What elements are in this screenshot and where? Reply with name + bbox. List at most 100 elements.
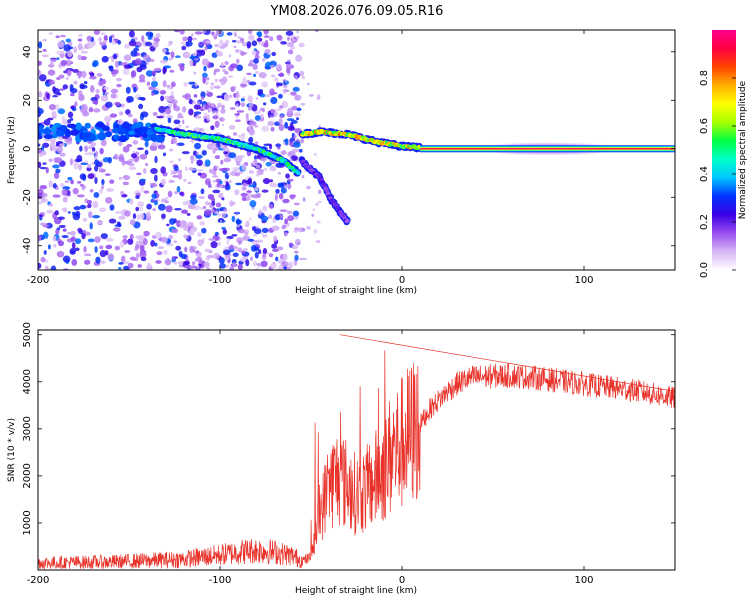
noise-blob xyxy=(140,256,147,262)
noise-blob xyxy=(229,266,235,270)
noise-blob xyxy=(313,228,317,234)
noise-blob xyxy=(45,222,53,229)
noise-blob xyxy=(248,184,257,188)
noise-blob xyxy=(176,142,179,146)
trace-core xyxy=(296,171,301,175)
noise-blob xyxy=(302,197,306,202)
noise-blob xyxy=(218,241,221,246)
noise-blob xyxy=(194,142,202,150)
noise-blob xyxy=(197,172,202,176)
noise-blob xyxy=(283,233,287,236)
noise-blob xyxy=(88,211,93,219)
noise-blob xyxy=(240,102,246,107)
noise-blob xyxy=(276,82,284,87)
noise-blob xyxy=(250,123,255,128)
noise-blob xyxy=(152,112,158,116)
y-tick-label: -40 xyxy=(22,238,33,254)
noise-blob xyxy=(181,261,184,266)
noise-blob xyxy=(100,32,106,36)
noise-blob xyxy=(91,147,96,152)
noise-blob xyxy=(129,198,134,205)
noise-blob xyxy=(83,245,87,253)
noise-blob xyxy=(206,90,210,94)
noise-blob xyxy=(151,193,158,199)
noise-blob xyxy=(253,246,259,252)
noise-blob xyxy=(285,30,294,36)
noise-blob xyxy=(235,40,243,44)
noise-blob xyxy=(154,242,158,247)
noise-blob xyxy=(57,108,66,115)
noise-blob xyxy=(73,162,80,170)
noise-blob xyxy=(135,252,140,259)
noise-blob xyxy=(248,81,257,86)
noise-blob xyxy=(292,210,300,217)
noise-blob xyxy=(152,76,156,82)
noise-blob xyxy=(248,217,252,221)
noise-blob xyxy=(287,49,294,55)
noise-blob xyxy=(262,253,266,258)
noise-blob xyxy=(52,94,59,98)
noise-blob xyxy=(191,33,194,37)
noise-blob xyxy=(185,51,191,56)
noise-blob xyxy=(230,63,238,69)
noise-blob xyxy=(215,202,222,208)
noise-blob xyxy=(238,134,241,138)
noise-blob xyxy=(261,81,269,88)
noise-blob xyxy=(120,103,125,108)
noise-blob xyxy=(246,72,252,76)
y-tick-label: 3000 xyxy=(22,416,33,441)
noise-blob xyxy=(262,248,268,255)
noise-blob xyxy=(195,250,200,254)
noise-blob xyxy=(107,253,115,261)
noise-blob xyxy=(94,165,99,172)
noise-blob xyxy=(223,157,232,163)
noise-blob xyxy=(43,198,48,203)
noise-blob xyxy=(124,43,131,49)
noise-blob xyxy=(170,81,176,88)
noise-blob xyxy=(245,259,250,267)
noise-blob xyxy=(58,250,64,257)
noise-blob xyxy=(255,71,259,74)
noise-blob xyxy=(241,196,247,202)
noise-blob xyxy=(55,228,60,235)
noise-blob xyxy=(94,236,101,243)
noise-blob xyxy=(80,50,88,54)
noise-blob xyxy=(118,267,122,270)
noise-blob xyxy=(209,85,215,90)
noise-blob xyxy=(284,121,289,129)
noise-blob xyxy=(77,54,82,61)
noise-blob xyxy=(38,200,44,205)
snr-ticks: -200 -100 0 100 1000 2000 3000 4000 5000 xyxy=(22,322,675,586)
noise-blob xyxy=(71,258,78,266)
noise-blob xyxy=(163,249,168,255)
noise-blob xyxy=(223,150,229,155)
noise-blob xyxy=(248,121,257,127)
noise-blob xyxy=(47,244,51,250)
noise-blob xyxy=(165,205,173,213)
noise-blob xyxy=(104,91,109,95)
noise-blob xyxy=(246,80,250,83)
noise-blob xyxy=(259,93,266,98)
noise-blob xyxy=(195,154,203,159)
noise-blob xyxy=(155,231,163,239)
spectrogram-marks xyxy=(38,30,675,270)
noise-blob xyxy=(254,141,259,145)
noise-blob xyxy=(89,75,97,80)
noise-blob xyxy=(52,183,57,189)
noise-blob xyxy=(236,110,245,113)
noise-blob xyxy=(270,74,276,78)
noise-blob xyxy=(206,143,214,150)
noise-blob xyxy=(99,167,103,171)
noise-blob xyxy=(315,202,319,206)
noise-blob xyxy=(154,155,158,164)
colorbar-tick-label: 0.0 xyxy=(699,262,710,278)
noise-blob xyxy=(60,34,66,38)
noise-blob xyxy=(174,106,181,112)
noise-blob xyxy=(292,141,301,148)
noise-blob xyxy=(282,198,290,204)
noise-blob xyxy=(295,117,300,121)
noise-blob xyxy=(92,99,97,105)
noise-blob xyxy=(248,136,254,144)
noise-blob xyxy=(168,98,173,102)
